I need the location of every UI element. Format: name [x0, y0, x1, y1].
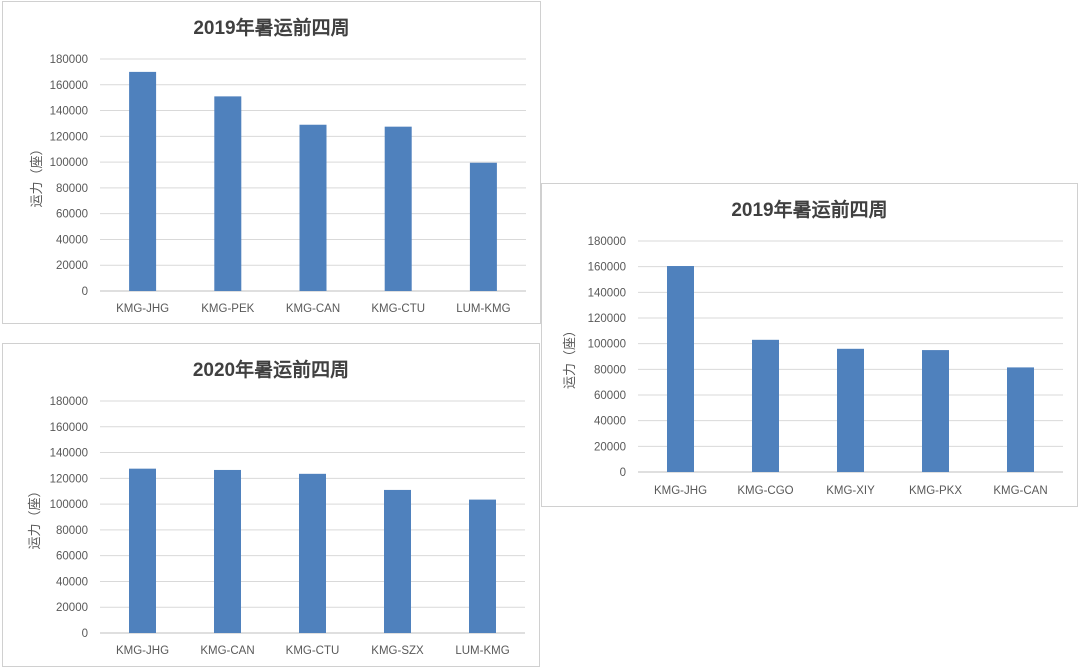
x-category-label: KMG-CGO: [737, 485, 793, 497]
y-tick-label: 120000: [50, 131, 88, 143]
x-category-label: LUM-KMG: [456, 303, 510, 315]
bar: [214, 96, 242, 291]
y-tick-label: 140000: [588, 287, 626, 299]
y-tick-label: 120000: [50, 473, 88, 485]
x-category-label: KMG-JHG: [654, 485, 707, 497]
y-tick-label: 100000: [50, 157, 88, 169]
x-category-label: KMG-PKX: [909, 485, 962, 497]
y-axis-label: 运力（座）: [29, 142, 44, 207]
x-category-label: LUM-KMG: [455, 645, 509, 657]
bar: [129, 468, 156, 633]
y-tick-label: 0: [620, 467, 626, 479]
y-tick-label: 20000: [56, 260, 88, 272]
bar: [384, 126, 412, 292]
bar: [922, 350, 949, 472]
bar: [752, 339, 779, 472]
y-tick-label: 180000: [588, 236, 626, 248]
y-tick-label: 180000: [50, 54, 88, 66]
bar: [129, 71, 157, 291]
bar: [299, 124, 327, 291]
bar: [384, 489, 411, 633]
chart-panel-1: 2019年暑运前四周 180000 160000 140000 120000 100000…: [2, 1, 541, 324]
bar: [299, 473, 326, 633]
y-tick-label: 180000: [50, 396, 88, 408]
y-tick-label: 100000: [588, 339, 626, 351]
x-category-label: KMG-CTU: [286, 645, 340, 657]
chart-panel-2: 2020年暑运前四周 180000 160000 140000 120000 100000…: [2, 343, 540, 667]
y-tick-label: 140000: [50, 106, 88, 118]
chart-svg: 2019年暑运前四周 180000 160000 140000 120000 100000…: [562, 198, 1063, 497]
y-tick-label: 80000: [56, 183, 88, 195]
x-category-label: KMG-CTU: [371, 303, 425, 315]
y-tick-label: 20000: [56, 602, 88, 614]
x-category-label: KMG-JHG: [116, 303, 169, 315]
bar: [1007, 367, 1034, 472]
chart-title: 2019年暑运前四周: [731, 198, 887, 221]
y-tick-label: 140000: [50, 448, 88, 460]
y-tick-label: 80000: [56, 525, 88, 537]
x-category-label: KMG-CAN: [993, 485, 1047, 497]
x-category-label: KMG-PEK: [201, 303, 254, 315]
y-tick-label: 120000: [588, 313, 626, 325]
y-tick-label: 40000: [594, 416, 626, 428]
y-tick-label: 0: [82, 628, 88, 640]
x-category-label: KMG-JHG: [116, 645, 169, 657]
y-tick-label: 160000: [50, 422, 88, 434]
chart-svg: 2019年暑运前四周 180000 160000 140000 120000 100000…: [29, 16, 526, 315]
y-tick-label: 0: [82, 286, 88, 298]
y-tick-label: 80000: [594, 364, 626, 376]
bar: [469, 162, 497, 291]
chart-panel-3: 2019年暑运前四周 180000 160000 140000 120000 100000…: [541, 183, 1078, 507]
y-tick-label: 20000: [594, 441, 626, 453]
x-category-label: KMG-SZX: [371, 645, 424, 657]
bar: [469, 499, 496, 633]
y-tick-label: 60000: [594, 390, 626, 402]
y-axis-label: 运力（座）: [562, 324, 577, 389]
bar: [214, 469, 241, 633]
chart-svg: 2020年暑运前四周 180000 160000 140000 120000 100000…: [27, 358, 525, 657]
bar: [837, 348, 864, 472]
x-category-label: KMG-CAN: [200, 645, 254, 657]
bar: [667, 266, 694, 472]
chart-title: 2020年暑运前四周: [193, 358, 349, 381]
x-category-label: KMG-XIY: [826, 485, 875, 497]
y-tick-label: 60000: [56, 551, 88, 563]
x-category-label: KMG-CAN: [286, 303, 340, 315]
y-tick-label: 40000: [56, 576, 88, 588]
chart-title: 2019年暑运前四周: [193, 16, 349, 39]
y-axis-label: 运力（座）: [27, 484, 42, 549]
y-tick-label: 40000: [56, 234, 88, 246]
y-tick-label: 60000: [56, 209, 88, 221]
y-tick-label: 160000: [588, 262, 626, 274]
y-tick-label: 160000: [50, 80, 88, 92]
y-tick-label: 100000: [50, 499, 88, 511]
